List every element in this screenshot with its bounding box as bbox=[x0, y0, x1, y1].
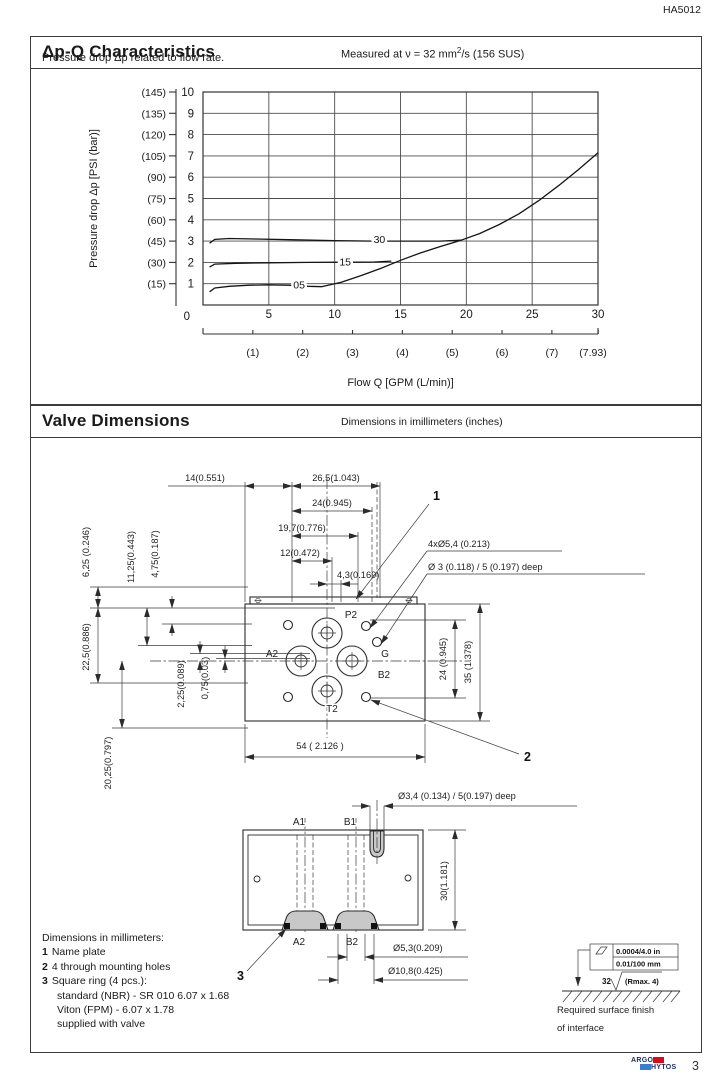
note-num: 1 bbox=[42, 946, 48, 959]
meta-pre: Measured at ν = 32 mm bbox=[341, 48, 457, 61]
section-dimensions-header: Valve Dimensions Dimensions in imillimet… bbox=[31, 406, 701, 438]
note-cont: supplied with valve bbox=[57, 1018, 146, 1031]
note-cont: standard (NBR) - SR 010 6.07 x 1.68 bbox=[57, 989, 230, 1002]
chart-subtitle: Pressure drop Δp related to flow rate. bbox=[42, 52, 225, 64]
section-dpq-title: Δp-Q Characteristics bbox=[42, 42, 216, 61]
section-dimensions-meta: Dimensions in imillimeters (inches) bbox=[341, 416, 503, 428]
logo-red-block-icon bbox=[653, 1057, 665, 1063]
note-text: Name plate bbox=[51, 946, 106, 959]
note-text: Square ring (4 pcs.): bbox=[51, 975, 147, 988]
note-cont: Viton (FPM) - 6.07 x 1.78 bbox=[57, 1004, 175, 1017]
note-num: 2 bbox=[42, 960, 48, 973]
note-item: 3 Square ring (4 pcs.): bbox=[42, 974, 282, 988]
note-item: 1 Name plate bbox=[42, 945, 282, 959]
dimension-notes: Dimensions in millimeters: 1 Name plate 2… bbox=[42, 931, 282, 1032]
section-dpq: Δp-Q Characteristics Measured at ν = 32 … bbox=[30, 36, 702, 405]
argo-hytos-logo: ARGO HYTOS bbox=[631, 1057, 677, 1071]
section-dimensions-title: Valve Dimensions bbox=[42, 411, 190, 430]
section-dimensions: Valve Dimensions Dimensions in imillimet… bbox=[30, 405, 702, 1053]
section-dpq-meta: Measured at ν = 32 mm2/s (156 SUS) bbox=[341, 46, 524, 61]
logo-word-hytos: HYTOS bbox=[651, 1064, 677, 1071]
notes-title: Dimensions in millimeters: bbox=[42, 932, 164, 944]
page-number: 3 bbox=[692, 1059, 699, 1073]
section-dpq-header: Δp-Q Characteristics Measured at ν = 32 … bbox=[31, 37, 701, 69]
meta-sup: 2 bbox=[456, 46, 462, 55]
document-code: HA5012 bbox=[663, 4, 701, 16]
note-text: 4 through mounting holes bbox=[51, 960, 171, 973]
logo-blue-block-icon bbox=[640, 1064, 651, 1070]
meta-post: /s (156 SUS) bbox=[461, 48, 525, 61]
note-num: 3 bbox=[42, 975, 48, 988]
logo-word-argo: ARGO bbox=[631, 1057, 654, 1064]
